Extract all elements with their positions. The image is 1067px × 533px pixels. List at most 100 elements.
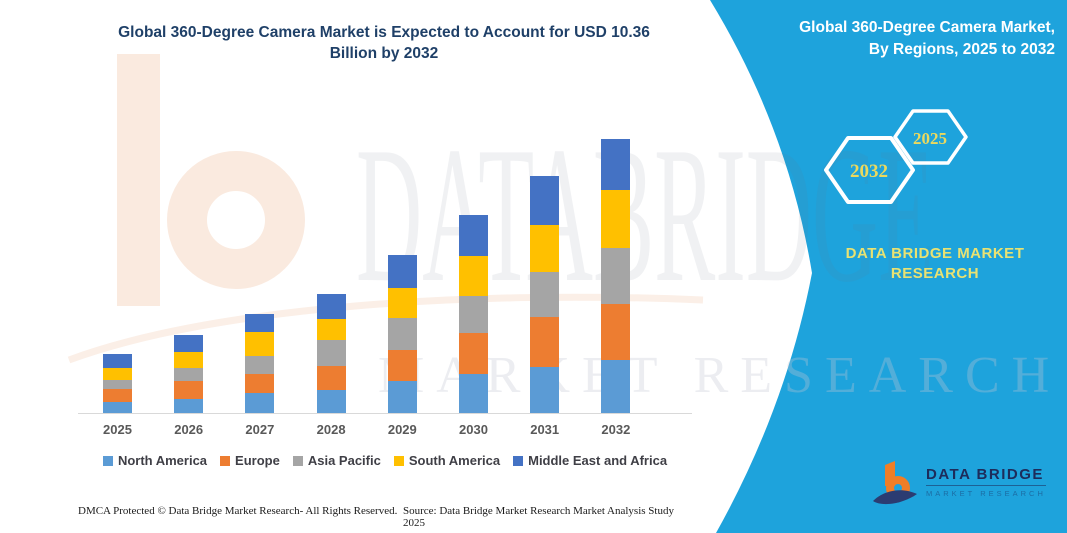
company-logo: DATA BRIDGE MARKET RESEARCH <box>872 458 1046 506</box>
x-tick-label: 2029 <box>387 422 417 437</box>
bar-segment <box>459 256 488 297</box>
bar-segment <box>103 388 132 402</box>
legend-item: South America <box>393 453 501 468</box>
side-panel-heading-line2: By Regions, 2025 to 2032 <box>868 41 1055 58</box>
watermark-b-stem <box>117 54 160 306</box>
bar-segment <box>174 368 204 381</box>
legend-swatch <box>393 455 404 466</box>
bar-segment <box>459 374 488 413</box>
bar-2031 <box>530 176 560 413</box>
bar-segment <box>601 190 631 248</box>
legend: North America Europe Asia Pacific South Ame… <box>78 453 692 468</box>
x-tick-label: 2031 <box>530 422 560 437</box>
hexagon-2032 <box>824 136 915 204</box>
x-tick-label: 2025 <box>103 422 132 437</box>
bar-2030 <box>459 215 488 413</box>
legend-swatch <box>220 455 231 466</box>
bar-segment <box>316 390 346 413</box>
bar-segment <box>530 224 560 272</box>
logo-b-icon <box>873 461 917 505</box>
legend-label: South America <box>408 453 501 468</box>
bar-segment <box>601 247 631 305</box>
logo-swoosh <box>873 490 917 505</box>
bar-segment <box>316 294 346 320</box>
bar-segment <box>174 352 204 368</box>
logo-text: DATA BRIDGE MARKET RESEARCH <box>926 466 1046 498</box>
bar-segment <box>245 313 275 332</box>
x-tick-label: 2032 <box>601 422 631 437</box>
bar-segment <box>530 272 560 317</box>
bar-segment <box>316 319 346 341</box>
brand-name-line2: RESEARCH <box>890 265 980 282</box>
bar-segment <box>601 139 631 191</box>
legend-item: Middle East and Africa <box>513 453 667 468</box>
footer: DMCA Protected © Data Bridge Market Rese… <box>78 505 698 529</box>
chart-title-line1: Global 360-Degree Camera Market is Expec… <box>118 24 650 41</box>
bar-segment <box>103 401 132 413</box>
bar-segment <box>103 354 132 369</box>
bar-segment <box>601 360 631 413</box>
bar-segment <box>530 317 560 367</box>
x-tick-label: 2026 <box>174 422 204 437</box>
bar-segment <box>459 215 488 257</box>
bar-2028 <box>316 294 346 413</box>
footer-source-text: Source: Data Bridge Market Research Mark… <box>403 505 674 529</box>
bar-segment <box>245 392 275 413</box>
bar-segment <box>103 379 132 389</box>
legend-item: Asia Pacific <box>292 453 381 468</box>
hexagon-badges: 2032 2025 <box>824 109 968 204</box>
bar-2029 <box>387 255 417 413</box>
bar-segment <box>174 381 204 399</box>
x-tick-label: 2027 <box>245 422 275 437</box>
hexagon-2025-label: 2025 <box>913 129 947 148</box>
watermark-text-line2: MARKET RESEARCH <box>378 347 1062 404</box>
legend-label: Middle East and Africa <box>528 453 668 468</box>
bar-2026 <box>174 335 204 413</box>
bar-segment <box>387 381 417 413</box>
bar-segment <box>245 373 275 393</box>
chart-title: Global 360-Degree Camera Market is Expec… <box>70 22 698 64</box>
bar-2032 <box>601 139 631 413</box>
side-panel-heading: Global 360-Degree Camera Market, By Regi… <box>799 17 1055 61</box>
logo-tagline: MARKET RESEARCH <box>926 489 1046 498</box>
bar-segment <box>174 399 204 413</box>
bar-segment <box>530 367 560 413</box>
brand-name-text: DATA BRIDGE MARKET RESEARCH <box>832 244 1038 284</box>
legend-label: Asia Pacific <box>307 453 381 468</box>
bar-segment <box>174 335 204 353</box>
brand-name-line1: DATA BRIDGE MARKET <box>845 245 1025 262</box>
hexagon-2025 <box>893 109 968 165</box>
bar-segment <box>387 255 417 289</box>
bar-segment <box>459 333 488 375</box>
plot-area: 2025 2026 2027 2028 2029 2030 2031 2032 <box>78 85 692 437</box>
side-panel-shape <box>710 0 1067 533</box>
watermark-b-bowl <box>167 151 305 289</box>
bar-segment <box>387 288 417 319</box>
footer-dmca-text: DMCA Protected © Data Bridge Market Rese… <box>78 505 398 517</box>
legend-swatch <box>513 455 524 466</box>
x-tick-label: 2030 <box>459 422 488 437</box>
chart-title-line2: Billion by 2032 <box>329 45 439 62</box>
bar-segment <box>601 304 631 361</box>
legend-item: North America <box>102 453 208 468</box>
bar-segment <box>245 331 275 356</box>
bar-segment <box>387 350 417 381</box>
bar-segment <box>245 355 275 374</box>
legend-label: North America <box>117 453 208 468</box>
bar-segment <box>459 296 488 334</box>
legend-swatch <box>292 455 303 466</box>
legend-label: Europe <box>235 453 280 468</box>
bar-segment <box>530 176 560 225</box>
legend-swatch <box>102 455 113 466</box>
bar-segment <box>316 365 346 390</box>
bar-segment <box>103 368 132 380</box>
hexagon-2032-label: 2032 <box>850 161 888 182</box>
bar-segment <box>387 318 417 351</box>
legend-item: Europe <box>220 453 280 468</box>
bar-segment <box>316 340 346 366</box>
bar-2025 <box>103 354 132 413</box>
x-tick-label: 2028 <box>316 422 346 437</box>
bar-2027 <box>245 313 275 413</box>
